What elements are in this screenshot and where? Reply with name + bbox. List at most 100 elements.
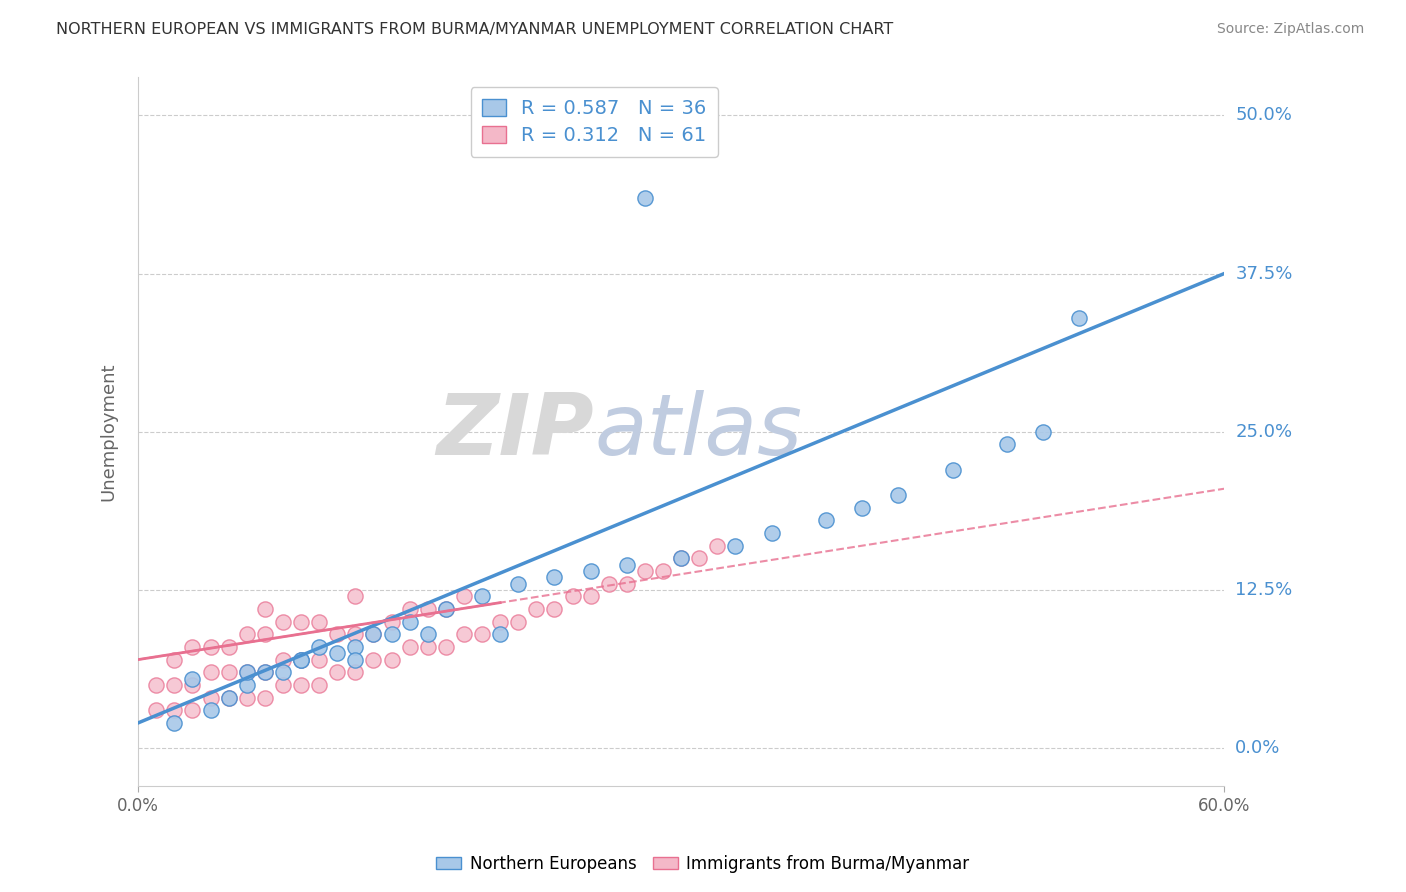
Point [453, 627, 475, 641]
Point [434, 640, 457, 654]
Point [942, 463, 965, 477]
Point [271, 615, 294, 629]
Point [453, 590, 475, 604]
Point [253, 602, 276, 616]
Point [326, 627, 349, 641]
Point [290, 652, 312, 666]
Point [344, 627, 367, 641]
Point [344, 652, 367, 666]
Text: 0.0%: 0.0% [1236, 739, 1281, 757]
Point [416, 640, 439, 654]
Point [887, 488, 910, 502]
Text: 37.5%: 37.5% [1236, 265, 1292, 283]
Text: 12.5%: 12.5% [1236, 581, 1292, 599]
Point [561, 590, 583, 604]
Point [344, 590, 367, 604]
Point [398, 602, 420, 616]
Point [181, 672, 204, 686]
Point [163, 715, 186, 730]
Text: Source: ZipAtlas.com: Source: ZipAtlas.com [1216, 22, 1364, 37]
Text: 50.0%: 50.0% [1236, 106, 1292, 124]
Point [814, 513, 837, 527]
Point [163, 703, 186, 717]
Point [200, 665, 222, 680]
Point [200, 690, 222, 705]
Point [724, 539, 747, 553]
Point [706, 539, 728, 553]
Legend: Northern Europeans, Immigrants from Burma/Myanmar: Northern Europeans, Immigrants from Burm… [430, 848, 976, 880]
Point [761, 526, 783, 541]
Point [543, 570, 565, 584]
Point [416, 627, 439, 641]
Point [236, 665, 259, 680]
Point [308, 640, 330, 654]
Point [271, 665, 294, 680]
Point [290, 652, 312, 666]
Legend: R = 0.587   N = 36, R = 0.312   N = 61: R = 0.587 N = 36, R = 0.312 N = 61 [471, 87, 718, 157]
Point [163, 652, 186, 666]
Point [253, 665, 276, 680]
Point [652, 564, 675, 578]
Point [163, 678, 186, 692]
Point [471, 627, 494, 641]
Point [218, 640, 240, 654]
Point [579, 590, 602, 604]
Point [669, 551, 692, 566]
Point [489, 615, 512, 629]
Text: ZIP: ZIP [437, 391, 595, 474]
Point [308, 678, 330, 692]
Point [253, 690, 276, 705]
Point [308, 652, 330, 666]
Point [181, 640, 204, 654]
Point [271, 652, 294, 666]
Point [181, 703, 204, 717]
Point [1069, 310, 1091, 325]
Point [308, 615, 330, 629]
Point [398, 640, 420, 654]
Point [363, 627, 385, 641]
Text: atlas: atlas [595, 391, 803, 474]
Point [290, 652, 312, 666]
Point [616, 558, 638, 572]
Point [508, 615, 530, 629]
Point [1032, 425, 1054, 439]
Point [363, 652, 385, 666]
Point [995, 437, 1018, 451]
Point [236, 678, 259, 692]
Point [363, 627, 385, 641]
Point [218, 690, 240, 705]
Point [851, 500, 873, 515]
Point [598, 576, 620, 591]
Point [218, 690, 240, 705]
Point [181, 678, 204, 692]
Point [669, 551, 692, 566]
Point [434, 602, 457, 616]
Point [434, 602, 457, 616]
Point [380, 627, 402, 641]
Point [524, 602, 547, 616]
Point [145, 678, 167, 692]
Point [634, 564, 657, 578]
Point [398, 615, 420, 629]
Point [200, 640, 222, 654]
Point [489, 627, 512, 641]
Point [380, 652, 402, 666]
Point [271, 678, 294, 692]
Point [688, 551, 710, 566]
Point [326, 665, 349, 680]
Point [253, 665, 276, 680]
Point [380, 615, 402, 629]
Point [508, 576, 530, 591]
Point [200, 703, 222, 717]
Point [344, 665, 367, 680]
Point [236, 665, 259, 680]
Point [543, 602, 565, 616]
Point [253, 627, 276, 641]
Point [579, 564, 602, 578]
Point [290, 678, 312, 692]
Point [634, 191, 657, 205]
Point [616, 576, 638, 591]
Text: NORTHERN EUROPEAN VS IMMIGRANTS FROM BURMA/MYANMAR UNEMPLOYMENT CORRELATION CHAR: NORTHERN EUROPEAN VS IMMIGRANTS FROM BUR… [56, 22, 893, 37]
Text: 25.0%: 25.0% [1236, 423, 1292, 441]
Point [326, 646, 349, 660]
